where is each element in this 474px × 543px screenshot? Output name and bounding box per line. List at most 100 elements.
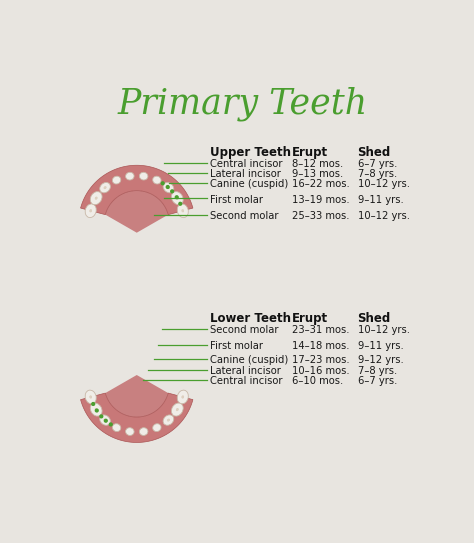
Ellipse shape: [112, 176, 121, 184]
Circle shape: [167, 419, 170, 421]
Text: 10–12 yrs.: 10–12 yrs.: [357, 211, 410, 222]
Circle shape: [109, 423, 112, 426]
Circle shape: [176, 197, 179, 199]
Text: 9–13 mos.: 9–13 mos.: [292, 169, 343, 179]
Circle shape: [182, 210, 184, 212]
Ellipse shape: [153, 176, 161, 184]
Ellipse shape: [139, 428, 148, 435]
Text: Canine (cuspid): Canine (cuspid): [210, 179, 289, 189]
Text: 25–33 mos.: 25–33 mos.: [292, 211, 349, 222]
Circle shape: [90, 210, 92, 212]
Text: Lower Teeth: Lower Teeth: [210, 312, 292, 325]
Ellipse shape: [177, 204, 188, 218]
Circle shape: [168, 187, 170, 189]
Circle shape: [103, 187, 106, 189]
Circle shape: [95, 408, 97, 411]
Text: 9–12 yrs.: 9–12 yrs.: [357, 356, 403, 365]
Circle shape: [95, 408, 97, 411]
Circle shape: [104, 186, 106, 189]
Ellipse shape: [126, 172, 134, 180]
Circle shape: [90, 396, 92, 399]
Circle shape: [167, 419, 169, 421]
Text: 17–23 mos.: 17–23 mos.: [292, 356, 349, 365]
Text: 10–16 mos.: 10–16 mos.: [292, 366, 349, 376]
Circle shape: [95, 409, 98, 412]
Circle shape: [171, 190, 173, 193]
Circle shape: [90, 209, 92, 211]
Text: 13–19 mos.: 13–19 mos.: [292, 194, 349, 205]
Circle shape: [176, 198, 179, 200]
Circle shape: [95, 198, 97, 200]
Text: Second molar: Second molar: [210, 325, 279, 334]
Ellipse shape: [126, 428, 134, 435]
Ellipse shape: [90, 192, 102, 205]
Text: 6–7 yrs.: 6–7 yrs.: [357, 159, 397, 169]
Polygon shape: [81, 165, 193, 214]
Text: 9–11 yrs.: 9–11 yrs.: [357, 194, 403, 205]
Circle shape: [95, 409, 98, 411]
Text: 16–22 mos.: 16–22 mos.: [292, 179, 349, 189]
Circle shape: [104, 419, 106, 421]
Ellipse shape: [112, 424, 121, 432]
Text: First molar: First molar: [210, 194, 264, 205]
Circle shape: [90, 395, 92, 397]
Circle shape: [182, 395, 184, 397]
Circle shape: [167, 186, 170, 189]
Circle shape: [168, 419, 170, 421]
Circle shape: [104, 419, 107, 422]
Circle shape: [161, 182, 164, 185]
Circle shape: [179, 203, 182, 205]
Text: 23–31 mos.: 23–31 mos.: [292, 325, 349, 334]
Text: 9–11 yrs.: 9–11 yrs.: [357, 341, 403, 351]
Text: Lateral incisor: Lateral incisor: [210, 366, 281, 376]
Ellipse shape: [85, 390, 96, 404]
Circle shape: [100, 415, 103, 418]
Text: Shed: Shed: [357, 312, 391, 325]
Text: First molar: First molar: [210, 341, 264, 351]
Text: Central incisor: Central incisor: [210, 159, 283, 169]
Text: Erupt: Erupt: [292, 146, 328, 159]
Ellipse shape: [153, 424, 161, 432]
Ellipse shape: [100, 415, 110, 425]
Text: Erupt: Erupt: [292, 312, 328, 325]
Text: Canine (cuspid): Canine (cuspid): [210, 356, 289, 365]
Ellipse shape: [172, 192, 183, 205]
Ellipse shape: [163, 182, 174, 193]
Polygon shape: [105, 375, 168, 417]
Circle shape: [176, 408, 179, 411]
Ellipse shape: [139, 172, 148, 180]
Text: Lateral incisor: Lateral incisor: [210, 169, 281, 179]
Text: 14–18 mos.: 14–18 mos.: [292, 341, 349, 351]
Circle shape: [176, 409, 178, 411]
Circle shape: [182, 396, 184, 398]
Circle shape: [167, 186, 169, 188]
Text: Primary Teeth: Primary Teeth: [118, 87, 368, 121]
Text: 7–8 yrs.: 7–8 yrs.: [357, 169, 397, 179]
Text: Upper Teeth: Upper Teeth: [210, 146, 292, 159]
Circle shape: [166, 186, 169, 188]
Circle shape: [90, 210, 92, 212]
Ellipse shape: [100, 182, 110, 193]
Circle shape: [95, 197, 97, 199]
Ellipse shape: [90, 403, 102, 416]
Text: 7–8 yrs.: 7–8 yrs.: [357, 366, 397, 376]
Circle shape: [182, 210, 184, 212]
Circle shape: [92, 402, 95, 406]
Circle shape: [90, 396, 92, 398]
Polygon shape: [105, 191, 168, 233]
Text: 10–12 yrs.: 10–12 yrs.: [357, 325, 410, 334]
Circle shape: [182, 209, 184, 211]
Circle shape: [104, 419, 107, 421]
Circle shape: [104, 186, 107, 188]
Circle shape: [182, 396, 184, 399]
Ellipse shape: [177, 390, 188, 404]
Text: 6–10 mos.: 6–10 mos.: [292, 376, 343, 386]
Text: Central incisor: Central incisor: [210, 376, 283, 386]
Circle shape: [95, 197, 98, 199]
Text: 10–12 yrs.: 10–12 yrs.: [357, 179, 410, 189]
Text: Shed: Shed: [357, 146, 391, 159]
Circle shape: [176, 197, 178, 199]
Text: Second molar: Second molar: [210, 211, 279, 222]
Text: 8–12 mos.: 8–12 mos.: [292, 159, 343, 169]
Ellipse shape: [172, 403, 183, 416]
